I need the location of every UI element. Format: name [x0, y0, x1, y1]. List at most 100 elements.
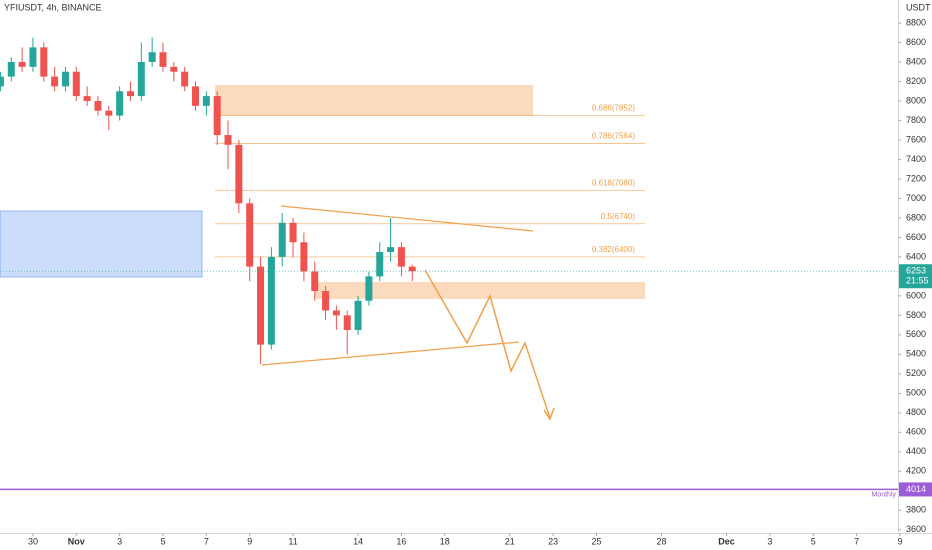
y-tick-label: 8800	[906, 17, 926, 27]
candle-body	[235, 144, 243, 204]
candle-body	[246, 203, 254, 267]
candle-body	[278, 222, 286, 257]
supply-zone	[215, 85, 533, 116]
x-tick-label: 23	[548, 536, 558, 546]
candle-body	[126, 91, 134, 97]
fib-label: 0.618(7080)	[592, 179, 635, 188]
x-tick-label: 7	[854, 536, 859, 546]
x-tick-label: 14	[353, 536, 363, 546]
monthly-tag-label: 4014	[906, 484, 926, 494]
y-tick-label: 8000	[906, 95, 926, 105]
candle-body	[148, 52, 156, 62]
y-tick-label: 5200	[906, 368, 926, 378]
demand-zone	[0, 210, 203, 278]
candle-body	[289, 222, 297, 243]
candle-body	[170, 66, 178, 72]
x-tick-label: 18	[440, 536, 450, 546]
x-tick-label: 7	[204, 536, 209, 546]
candle-body	[354, 300, 362, 330]
x-tick-label: 11	[288, 536, 297, 546]
candle-body	[376, 252, 384, 277]
last-price-label: 6253	[906, 266, 926, 276]
y-tick-label: 7200	[906, 173, 926, 183]
candle-body	[408, 266, 416, 272]
candle-body	[181, 71, 189, 87]
candle-body	[61, 71, 69, 87]
y-tick-label: 6600	[906, 232, 926, 242]
monthly-name: Monthly	[871, 491, 896, 498]
candle-body	[224, 135, 232, 145]
triangle-upper	[280, 205, 534, 232]
candle-body	[40, 47, 48, 77]
fib-label: 0.786(7564)	[592, 132, 635, 141]
candle-body	[7, 61, 15, 77]
candle-body	[322, 291, 330, 311]
y-tick-label: 5000	[906, 388, 926, 398]
y-tick-label: 5600	[906, 329, 926, 339]
y-tick-label: 8600	[906, 37, 926, 47]
y-tick-label: 6400	[906, 251, 926, 261]
y-tick-label: 7800	[906, 115, 926, 125]
candle-body	[0, 76, 4, 87]
y-tick-label: 3800	[906, 505, 926, 515]
last-price-tag	[899, 264, 932, 289]
candle-body	[29, 47, 37, 67]
candle-body	[159, 52, 167, 67]
support-zone	[315, 282, 645, 299]
y-tick-label: 7400	[906, 154, 926, 164]
x-tick-label: 9	[247, 536, 252, 546]
y-tick-label: 8200	[906, 76, 926, 86]
y-tick-label: 4200	[906, 466, 926, 476]
x-tick-label: 5	[811, 536, 816, 546]
candle-body	[105, 110, 113, 116]
monthly-tag	[899, 482, 932, 497]
y-tick-label: 4600	[906, 427, 926, 437]
x-tick-label: 3	[767, 536, 772, 546]
candle-body	[311, 271, 319, 292]
y-tick-label: 5800	[906, 310, 926, 320]
candle-body	[387, 247, 395, 253]
symbol-title: YFIUSDT, 4h, BINANCE	[4, 2, 102, 12]
x-tick-label: Nov	[68, 536, 85, 546]
currency-label: USDT	[906, 2, 931, 12]
countdown-label: 21:55	[906, 276, 929, 286]
fib-label: 0.5(6740)	[601, 212, 636, 221]
fib-label: 0.382(6400)	[592, 245, 635, 254]
y-tick-label: 4400	[906, 446, 926, 456]
x-tick-label: 28	[657, 536, 667, 546]
y-tick-label: 7600	[906, 134, 926, 144]
x-tick-label: Dec	[718, 536, 735, 546]
triangle-lower	[261, 341, 520, 366]
x-tick-label: 21	[505, 536, 515, 546]
candle-body	[257, 266, 265, 345]
y-tick-label: 6800	[906, 212, 926, 222]
candle-body	[83, 96, 91, 101]
candle-body	[116, 91, 124, 116]
x-tick-label: 5	[160, 536, 165, 546]
candle-body	[300, 242, 308, 272]
candle-body	[365, 276, 373, 301]
y-tick-label: 7000	[906, 193, 926, 203]
x-tick-label: 16	[396, 536, 406, 546]
y-tick-label: 5400	[906, 349, 926, 359]
x-tick-label: 3	[117, 536, 122, 546]
candle-body	[18, 61, 26, 67]
projection-arrow	[424, 269, 551, 419]
x-tick-label: 30	[28, 536, 38, 546]
candle-body	[267, 256, 275, 345]
candle-body	[51, 76, 59, 87]
y-tick-label: 8400	[906, 56, 926, 66]
fib-label: 0.686(7852)	[592, 104, 635, 113]
x-tick-label: 25	[591, 536, 601, 546]
x-tick-label: 9	[897, 536, 902, 546]
candle-body	[94, 100, 102, 111]
y-tick-label: 3600	[906, 524, 926, 534]
arrow-head	[543, 407, 555, 421]
candle-body	[213, 96, 221, 136]
candle-body	[137, 61, 145, 97]
y-tick-label: 4800	[906, 407, 926, 417]
candle-body	[397, 247, 405, 267]
y-tick-label: 6000	[906, 290, 926, 300]
candle-body	[72, 71, 80, 97]
